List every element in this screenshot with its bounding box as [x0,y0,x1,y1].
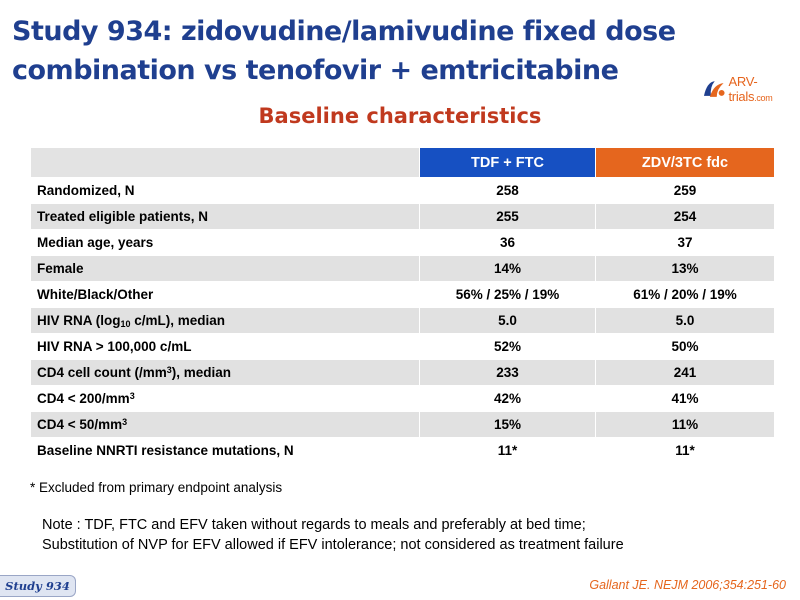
row-label: CD4 < 50/mm3 [30,411,420,438]
tdf-value: 42% [419,385,596,412]
tdf-value: 258 [419,177,596,204]
table-row: White/Black/Other 56% / 25% / 19% 61% / … [30,281,775,308]
row-label: CD4 < 200/mm3 [30,385,420,412]
citation: Gallant JE. NEJM 2006;354:251-60 [589,578,786,592]
zdv-value: 50% [595,333,775,360]
note-line-1: Note : TDF, FTC and EFV taken without re… [42,517,586,533]
arv-logo-icon [703,81,725,97]
tdf-value: 56% / 25% / 19% [419,281,596,308]
table-row: HIV RNA (log10 c/mL), median 5.0 5.0 [30,307,775,334]
tdf-value: 14% [419,255,596,282]
slide-title: Study 934: zidovudine/lamivudine fixed d… [12,16,676,86]
row-label: CD4 cell count (/mm3), median [30,359,420,386]
table-row: Median age, years 36 37 [30,229,775,256]
row-label: Baseline NNRTI resistance mutations, N [30,437,420,464]
row-label: Median age, years [30,229,420,256]
table-footnote: * Excluded from primary endpoint analysi… [30,480,283,495]
row-label: HIV RNA > 100,000 c/mL [30,333,420,360]
zdv-value: 13% [595,255,775,282]
row-label: Randomized, N [30,177,420,204]
tdf-value: 255 [419,203,596,230]
header-tdf-ftc: TDF + FTC [419,147,596,178]
baseline-table: TDF + FTC ZDV/3TC fdc Randomized, N 258 … [30,147,775,464]
note-line-2: Substitution of NVP for EFV allowed if E… [42,537,624,553]
row-label: White/Black/Other [30,281,420,308]
slide-subtitle: Baseline characteristics [258,104,542,128]
table-row: Randomized, N 258 259 [30,177,775,204]
zdv-value: 241 [595,359,775,386]
table-row: CD4 cell count (/mm3), median 233 241 [30,359,775,386]
table-row: Female 14% 13% [30,255,775,282]
table-row: Treated eligible patients, N 255 254 [30,203,775,230]
row-label: Female [30,255,420,282]
header-blank [30,147,420,178]
table-row: Baseline NNRTI resistance mutations, N 1… [30,437,775,464]
table-row: CD4 < 50/mm3 15% 11% [30,411,775,438]
tdf-value: 15% [419,411,596,438]
tdf-value: 5.0 [419,307,596,334]
logo-text: ARV-trials.com [728,74,773,104]
zdv-value: 11* [595,437,775,464]
zdv-value: 61% / 20% / 19% [595,281,775,308]
tdf-value: 11* [419,437,596,464]
tdf-value: 233 [419,359,596,386]
row-label: Treated eligible patients, N [30,203,420,230]
tdf-value: 36 [419,229,596,256]
table-row: CD4 < 200/mm3 42% 41% [30,385,775,412]
zdv-value: 41% [595,385,775,412]
table-row: HIV RNA > 100,000 c/mL 52% 50% [30,333,775,360]
zdv-value: 11% [595,411,775,438]
tdf-value: 52% [419,333,596,360]
note-text: Note : TDF, FTC and EFV taken without re… [42,515,624,555]
zdv-value: 5.0 [595,307,775,334]
arv-trials-logo: ARV-trials.com [702,74,800,104]
zdv-value: 37 [595,229,775,256]
header-zdv-3tc: ZDV/3TC fdc [595,147,775,178]
table-header-row: TDF + FTC ZDV/3TC fdc [30,147,775,178]
study-badge: Study 934 [0,575,76,597]
zdv-value: 254 [595,203,775,230]
zdv-value: 259 [595,177,775,204]
row-label: HIV RNA (log10 c/mL), median [30,307,420,334]
